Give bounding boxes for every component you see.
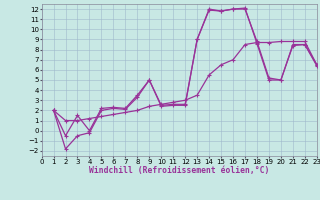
X-axis label: Windchill (Refroidissement éolien,°C): Windchill (Refroidissement éolien,°C) <box>89 166 269 175</box>
